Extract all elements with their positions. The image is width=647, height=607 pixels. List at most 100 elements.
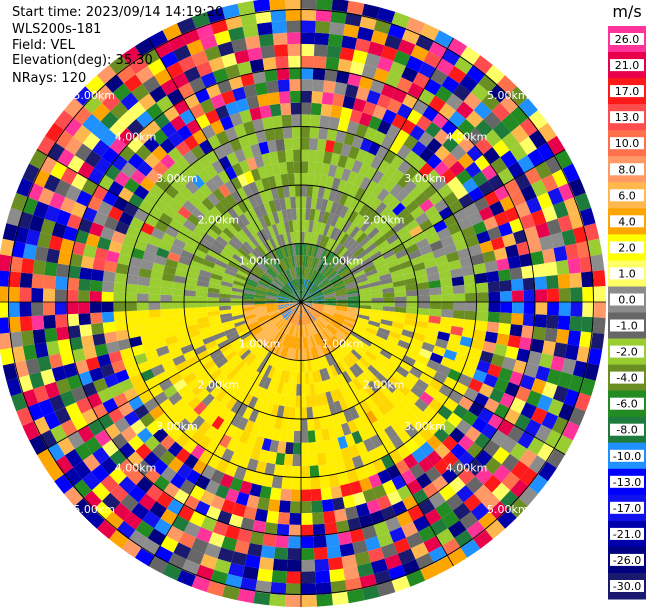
velocity-gate — [346, 289, 359, 295]
velocity-gate — [411, 156, 427, 172]
velocity-gate — [342, 252, 354, 263]
velocity-gate — [484, 260, 498, 273]
velocity-gate — [500, 94, 519, 114]
velocity-gate — [355, 232, 368, 244]
velocity-gate — [423, 51, 442, 69]
velocity-gate — [546, 218, 562, 236]
velocity-gate — [466, 127, 485, 145]
velocity-gate — [321, 264, 331, 275]
velocity-gate — [441, 286, 454, 295]
velocity-gate — [346, 309, 359, 315]
velocity-gate — [421, 251, 435, 263]
velocity-gate — [463, 202, 479, 217]
velocity-gate — [488, 302, 501, 313]
velocity-gate — [504, 178, 521, 196]
velocity-gate — [348, 197, 360, 211]
velocity-gate — [404, 277, 417, 286]
velocity-gate — [463, 274, 476, 285]
velocity-gate — [337, 154, 349, 169]
velocity-gate — [304, 255, 309, 268]
velocity-gate — [447, 222, 462, 236]
velocity-gate — [531, 209, 547, 226]
velocity-gate — [370, 155, 384, 170]
velocity-gate — [440, 235, 455, 248]
velocity-gate — [301, 294, 311, 302]
velocity-gate — [301, 255, 304, 267]
velocity-gate — [342, 95, 356, 110]
velocity-gate — [457, 152, 475, 170]
velocity-gate — [301, 219, 306, 232]
velocity-gate — [537, 142, 555, 162]
velocity-gate — [555, 149, 573, 169]
velocity-gate — [471, 253, 485, 266]
velocity-gate — [383, 228, 396, 240]
velocity-gate — [313, 258, 321, 270]
velocity-gate — [353, 173, 365, 187]
velocity-gate — [409, 124, 426, 141]
velocity-gate — [441, 309, 454, 318]
velocity-gate — [335, 129, 347, 144]
velocity-gate — [315, 274, 325, 285]
velocity-gate — [312, 220, 319, 234]
velocity-gate — [418, 61, 436, 79]
velocity-gate — [358, 291, 371, 296]
velocity-gate — [499, 279, 512, 292]
velocity-gate — [303, 279, 308, 291]
velocity-gate — [464, 283, 477, 294]
velocity-gate — [363, 264, 376, 274]
velocity-gate — [305, 208, 311, 221]
velocity-gate — [437, 262, 451, 273]
velocity-gate — [374, 259, 387, 269]
velocity-gate — [387, 197, 401, 211]
velocity-gate — [343, 278, 356, 286]
velocity-gate — [349, 109, 363, 124]
velocity-gate — [558, 182, 575, 202]
velocity-gate — [357, 253, 370, 264]
velocity-gate — [530, 338, 545, 354]
velocity-gate — [441, 75, 460, 94]
colorbar-tick: 8.0 — [618, 163, 636, 176]
velocity-gate — [362, 3, 380, 19]
velocity-gate — [332, 93, 345, 107]
velocity-gate — [347, 72, 362, 87]
velocity-gate — [510, 190, 526, 207]
velocity-gate — [382, 310, 395, 317]
velocity-gate — [396, 207, 411, 221]
velocity-gate — [509, 324, 523, 337]
velocity-gate — [359, 294, 372, 299]
velocity-gate — [316, 138, 327, 152]
velocity-gate — [346, 0, 365, 16]
velocity-gate — [340, 106, 353, 121]
velocity-gate — [555, 329, 570, 345]
velocity-gate — [322, 249, 331, 262]
velocity-gate — [347, 210, 359, 224]
velocity-gate — [507, 255, 522, 269]
velocity-gate — [308, 283, 317, 294]
velocity-gate — [354, 187, 366, 201]
colorbar-tick: 26.0 — [615, 33, 640, 46]
velocity-gate — [346, 286, 359, 293]
velocity-gate — [386, 259, 400, 269]
velocity-gate — [473, 329, 487, 341]
velocity-gate — [441, 119, 458, 137]
velocity-gate — [473, 101, 492, 120]
velocity-gate — [301, 126, 311, 138]
velocity-gate — [340, 143, 352, 157]
velocity-gate — [319, 222, 327, 236]
colorbar-tick: 4.0 — [618, 215, 636, 228]
velocity-gate — [484, 331, 498, 344]
velocity-gate — [459, 256, 474, 268]
velocity-gate — [310, 256, 316, 269]
velocity-gate — [318, 210, 326, 223]
velocity-gate — [452, 310, 465, 320]
velocity-gate — [308, 149, 317, 162]
velocity-gate — [326, 225, 335, 238]
velocity-gate — [335, 307, 348, 312]
velocity-gate — [590, 254, 605, 272]
velocity-gate — [310, 232, 316, 245]
velocity-gate — [326, 128, 338, 142]
velocity-gate — [454, 238, 469, 252]
velocity-gate — [450, 267, 464, 279]
colorbar-tick: 17.0 — [615, 85, 640, 98]
